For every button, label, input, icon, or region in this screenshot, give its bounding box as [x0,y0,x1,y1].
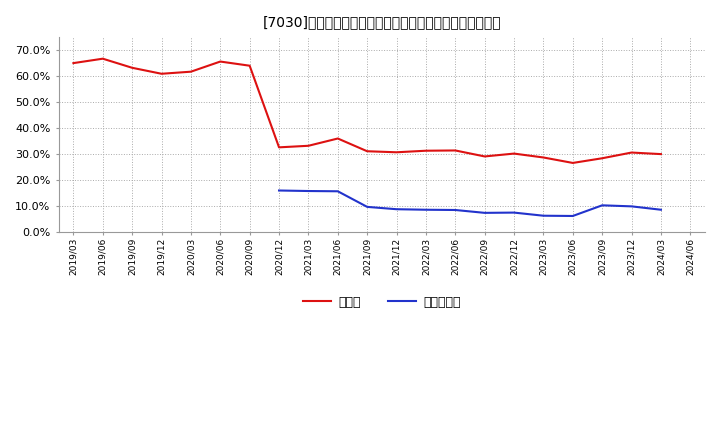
現預金 [128,65,137,70]
有利子負債 [510,210,518,215]
有利子負債 [598,203,606,208]
現預金 [480,154,489,159]
現預金 [422,148,431,154]
現預金 [99,56,107,61]
有利子負債 [539,213,548,218]
現預金 [451,148,459,153]
有利子負債 [627,204,636,209]
現預金 [304,143,312,148]
現預金 [186,69,195,74]
現預金 [333,136,342,141]
有利子負債 [480,210,489,216]
Legend: 現預金, 有利子負債: 現預金, 有利子負債 [297,291,466,315]
Line: 有利子負債: 有利子負債 [279,191,661,216]
現預金 [510,151,518,156]
現預金 [598,156,606,161]
現預金 [569,160,577,165]
有利子負債 [657,207,665,213]
有利子負債 [275,188,284,193]
現預金 [392,150,401,155]
現預金 [246,63,254,68]
有利子負債 [569,213,577,219]
現預金 [657,151,665,157]
現預金 [363,149,372,154]
現預金 [275,145,284,150]
現預金 [157,71,166,77]
Title: [7030]　現預金、有利子負債の総資産に対する比率の推移: [7030] 現預金、有利子負債の総資産に対する比率の推移 [263,15,501,29]
有利子負債 [451,207,459,213]
現預金 [627,150,636,155]
有利子負債 [422,207,431,213]
現預金 [69,60,78,66]
Line: 現預金: 現預金 [73,59,661,163]
現預金 [539,155,548,160]
有利子負債 [333,189,342,194]
有利子負債 [304,188,312,194]
有利子負債 [392,206,401,212]
現預金 [216,59,225,64]
有利子負債 [363,204,372,209]
